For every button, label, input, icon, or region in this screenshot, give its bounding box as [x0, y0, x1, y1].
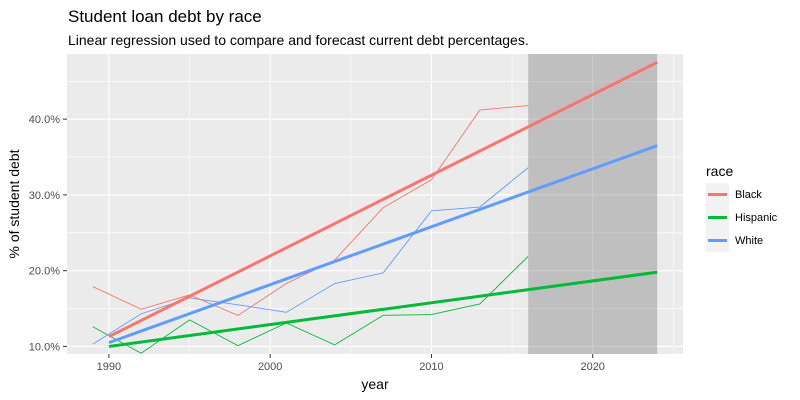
trend-line-white [108, 144, 658, 345]
y-tick-label: 30.0% [29, 190, 60, 202]
chart-subtitle: Linear regression used to compare and fo… [68, 32, 529, 48]
y-tick-label: 40.0% [29, 114, 60, 126]
series-line-hispanic [92, 255, 529, 354]
y-tick-label: 20.0% [29, 266, 60, 278]
x-tick-label: 2020 [580, 361, 604, 373]
legend-key-white [706, 229, 729, 252]
legend-key-hispanic [706, 206, 729, 229]
legend-key-black [706, 183, 729, 206]
series-line-white [92, 167, 529, 345]
legend-label-white: White [735, 235, 763, 247]
trend-line-black [108, 60, 658, 338]
y-axis-title: % of student debt [6, 149, 22, 258]
legend-title: race [706, 163, 733, 179]
y-tick-label: 10.0% [29, 341, 60, 353]
x-tick-label: 2010 [419, 361, 443, 373]
forecast-region [528, 54, 658, 354]
legend-label-hispanic: Hispanic [735, 212, 778, 224]
x-tick-label: 2000 [258, 361, 282, 373]
legend-label-black: Black [735, 189, 762, 201]
x-tick-label: 1990 [97, 361, 121, 373]
x-axis-title: year [361, 376, 389, 392]
chart-title: Student loan debt by race [68, 7, 262, 26]
trend-line-hispanic [108, 270, 658, 348]
